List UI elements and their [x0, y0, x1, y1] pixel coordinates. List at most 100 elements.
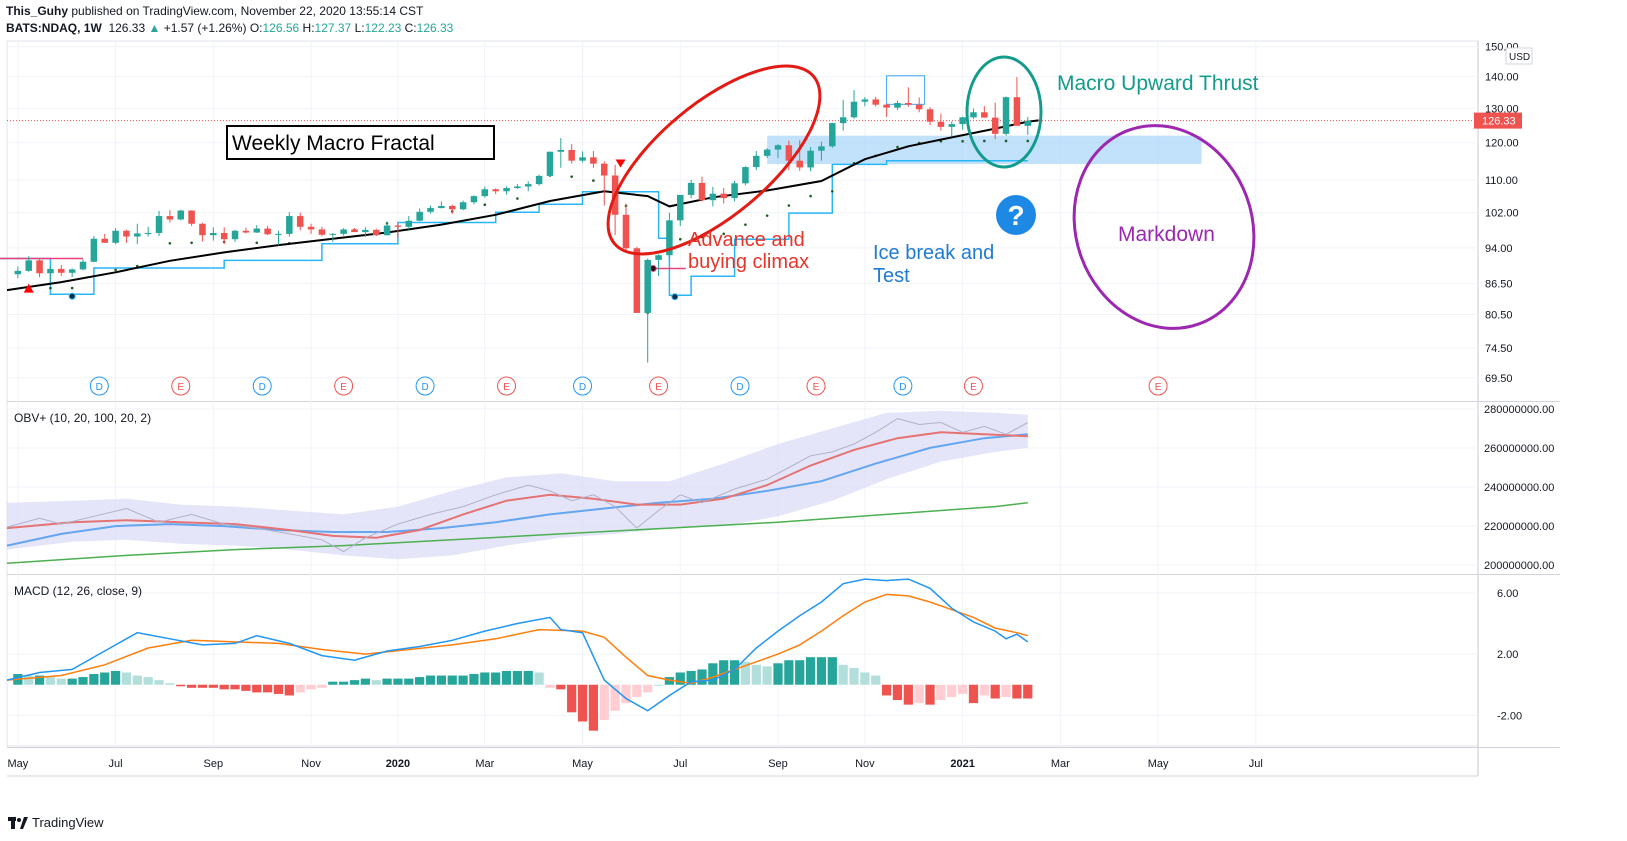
dividend-label: D [421, 382, 428, 393]
macd-histogram-bar [339, 681, 349, 685]
low-label: L: [354, 21, 365, 35]
earnings-marker [963, 376, 983, 396]
candle-body [318, 229, 326, 235]
ice-text-line2: Test [873, 265, 910, 287]
macd-histogram-bar [925, 684, 935, 705]
candle-body [829, 123, 836, 147]
macd-histogram-bar [1023, 684, 1033, 699]
candle-body [14, 270, 22, 275]
trail-dot [168, 241, 172, 245]
macd-histogram-bar [186, 684, 197, 688]
currency-box [1505, 47, 1533, 65]
thrust-ellipse [965, 55, 1043, 169]
candle-body [155, 216, 163, 233]
candle-body [79, 261, 87, 270]
dividend-marker [730, 376, 750, 396]
macd-histogram-bar [708, 663, 718, 685]
obv-title: OBV+ (10, 20, 100, 20, 2) [14, 411, 151, 425]
time-tick-label: Jul [673, 758, 687, 770]
macd-line [6, 578, 1029, 712]
candle-body [535, 175, 543, 185]
trail-dot [49, 286, 52, 290]
macd-histogram-bar [415, 677, 425, 685]
candle-body [850, 101, 858, 118]
trail-dot [809, 194, 812, 198]
candle-body [481, 189, 489, 197]
candle-body [405, 220, 413, 227]
earnings-marker [649, 376, 669, 396]
macd-histogram-bar [1012, 684, 1022, 699]
time-tick-label: May [7, 758, 28, 770]
last-price: 126.33 [108, 21, 146, 35]
macd-histogram-bar [165, 683, 175, 685]
macd-histogram-bar [252, 684, 262, 693]
macd-histogram-bar [328, 681, 338, 685]
earnings-marker [1148, 376, 1168, 396]
macd-histogram-bar [545, 684, 555, 688]
candle-body [991, 117, 999, 134]
candle-body [220, 232, 228, 240]
candle-body [340, 229, 347, 234]
high-label: H: [302, 21, 315, 35]
macd-histogram-bar [816, 657, 827, 685]
candle-body [926, 109, 934, 122]
earnings-label: E [655, 382, 662, 393]
candle-body [970, 112, 977, 118]
dividend-marker [893, 376, 913, 396]
trail-dot [190, 241, 193, 245]
macd-histogram-bar [491, 672, 501, 685]
footer-brand[interactable]: TradingView [8, 815, 104, 830]
candle-body [948, 124, 956, 127]
macd-histogram-bar [67, 678, 77, 685]
trail-dot [678, 237, 682, 241]
macd-histogram-bar [849, 667, 859, 685]
candle-body [883, 104, 890, 108]
open-value: 126.56 [262, 21, 300, 35]
candle-body [47, 268, 54, 274]
thrust-text: Macro Upward Thrust [1057, 72, 1259, 95]
candle-body [134, 233, 141, 237]
macd-histogram-bar [957, 684, 968, 694]
candle-body [633, 248, 641, 313]
macd-histogram-bar [404, 678, 414, 685]
price-tick-label: 130.00 [1485, 103, 1519, 115]
candle-body [459, 202, 467, 210]
earnings-label: E [1155, 382, 1162, 393]
candle-body [818, 146, 825, 151]
last-price-tag [1474, 112, 1522, 129]
macd-histogram-bar [512, 670, 523, 685]
candle-body [872, 99, 879, 105]
macd-histogram-bar [110, 670, 121, 685]
dividend-label: D [96, 382, 103, 393]
last-price-tag-text: 126.33 [1482, 116, 1516, 128]
candle-body [590, 157, 597, 164]
question-mark: ? [1007, 200, 1024, 231]
macd-histogram-bar [230, 684, 240, 690]
price-tick-label: 86.50 [1485, 279, 1513, 291]
price-tick-label: 102.00 [1485, 208, 1519, 220]
macd-histogram-bar [664, 677, 675, 685]
macd-histogram-bar [653, 684, 664, 686]
trail-dot [1026, 139, 1030, 143]
macd-histogram-bar [860, 672, 870, 685]
author-name[interactable]: This_Guhy [6, 4, 69, 18]
candle-body [937, 121, 945, 127]
macd-signal-line [6, 593, 1028, 684]
obv-tick-label: 280000000.00 [1484, 404, 1554, 416]
macd-histogram-bar [892, 684, 903, 701]
candle-body [210, 232, 217, 236]
candle-body [839, 117, 847, 124]
macd-histogram-bar [827, 657, 837, 685]
candle-body [568, 149, 575, 161]
dividend-label: D [579, 382, 586, 393]
macd-tick-label: -2.00 [1497, 710, 1522, 722]
trail-dot [722, 232, 726, 236]
earnings-marker [334, 376, 354, 396]
candle-body [557, 149, 565, 152]
candle-body [123, 230, 130, 237]
macd-histogram-bar [751, 664, 761, 685]
obv-tick-label: 240000000.00 [1484, 482, 1554, 494]
candle-body [742, 167, 749, 184]
candle-body [296, 216, 304, 227]
